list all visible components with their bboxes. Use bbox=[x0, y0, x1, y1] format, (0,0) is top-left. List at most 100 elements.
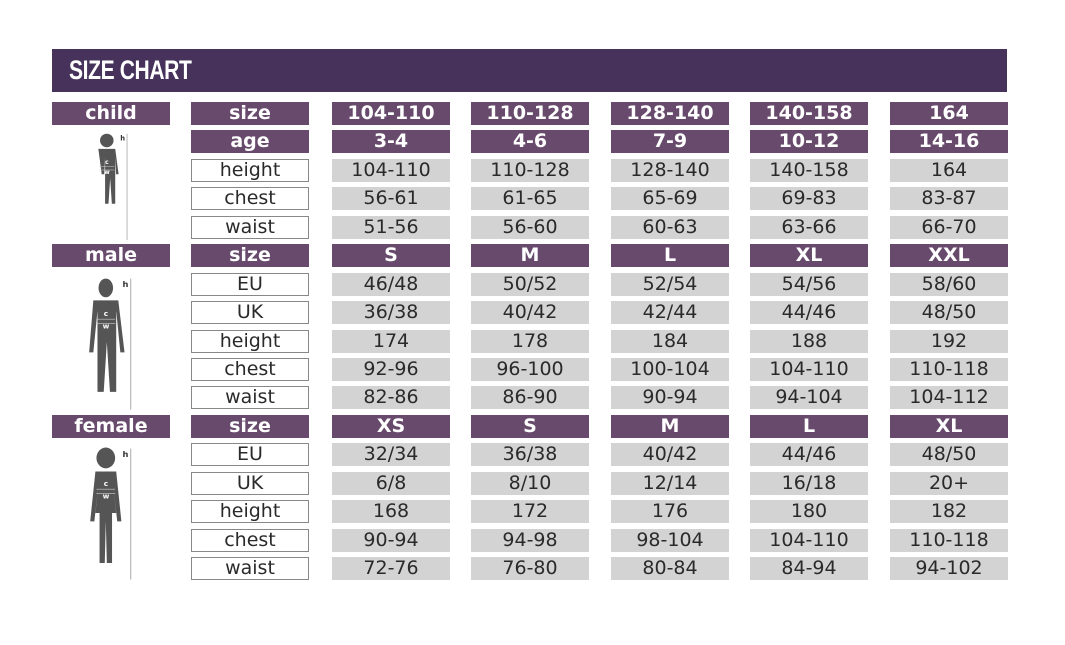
page-title: SIZE CHART bbox=[69, 55, 192, 85]
row-label-size: size bbox=[191, 244, 309, 268]
table-cell: 176 bbox=[611, 500, 729, 524]
table-cell: 140-158 bbox=[750, 102, 868, 125]
table-cell: 20+ bbox=[890, 471, 1008, 495]
row-label-eu: EU bbox=[191, 272, 309, 296]
table-cell: 8/10 bbox=[471, 471, 589, 495]
table-cell: 40/42 bbox=[471, 301, 589, 325]
table-cell: S bbox=[332, 244, 450, 268]
row-label-uk: UK bbox=[191, 471, 309, 495]
table-cell: 110-118 bbox=[890, 357, 1008, 381]
table-cell: 56-61 bbox=[332, 187, 450, 211]
table-cell: 36/38 bbox=[471, 443, 589, 467]
table-cell: XL bbox=[750, 244, 868, 268]
table-cell: 178 bbox=[471, 329, 589, 353]
section-label-female: female bbox=[52, 414, 170, 438]
table-cell: 10-12 bbox=[750, 130, 868, 154]
section-label-male: male bbox=[52, 244, 170, 268]
table-cell: L bbox=[750, 414, 868, 438]
waist-mark: w bbox=[103, 492, 110, 501]
table-cell: XS bbox=[332, 414, 450, 438]
table-cell: 52/54 bbox=[611, 272, 729, 296]
table-cell: 98-104 bbox=[611, 528, 729, 552]
table-cell: 72-76 bbox=[332, 557, 450, 581]
table-cell: S bbox=[471, 414, 589, 438]
table-cell: 46/48 bbox=[332, 272, 450, 296]
row-label-chest: chest bbox=[191, 357, 309, 381]
row-label-age: age bbox=[191, 130, 309, 154]
table-cell: 100-104 bbox=[611, 357, 729, 381]
table-cell: 92-96 bbox=[332, 357, 450, 381]
height-mark: h bbox=[122, 449, 128, 459]
table-cell: 94-104 bbox=[750, 386, 868, 410]
row-label-size: size bbox=[191, 414, 309, 438]
row-label-waist: waist bbox=[191, 215, 309, 239]
table-cell: 4-6 bbox=[471, 130, 589, 154]
row-label-waist: waist bbox=[191, 386, 309, 410]
table-cell: 104-110 bbox=[750, 357, 868, 381]
table-cell: 104-110 bbox=[332, 102, 450, 125]
male-silhouette-icon: h cw bbox=[89, 278, 132, 410]
table-cell: 110-128 bbox=[471, 102, 589, 125]
table-cell: 40/42 bbox=[611, 443, 729, 467]
table-cell: 164 bbox=[890, 158, 1008, 182]
waist-mark: w bbox=[104, 171, 110, 177]
row-label-waist: waist bbox=[191, 557, 309, 581]
table-cell: 61-65 bbox=[471, 187, 589, 211]
table-cell: XL bbox=[890, 414, 1008, 438]
table-cell: 110-118 bbox=[890, 528, 1008, 552]
row-label-height: height bbox=[191, 158, 309, 182]
table-cell: 174 bbox=[332, 329, 450, 353]
chest-mark: c bbox=[105, 161, 109, 167]
table-cell: 128-140 bbox=[611, 102, 729, 125]
row-label-size: size bbox=[191, 102, 309, 125]
table-cell: 66-70 bbox=[890, 215, 1008, 239]
table-cell: 164 bbox=[890, 102, 1008, 125]
table-cell: M bbox=[471, 244, 589, 268]
table-cell: XXL bbox=[890, 244, 1008, 268]
table-cell: 86-90 bbox=[471, 386, 589, 410]
table-cell: 56-60 bbox=[471, 215, 589, 239]
table-cell: 94-102 bbox=[890, 557, 1008, 581]
table-cell: 58/60 bbox=[890, 272, 1008, 296]
table-cell: 7-9 bbox=[611, 130, 729, 154]
table-cell: 48/50 bbox=[890, 443, 1008, 467]
table-cell: 12/14 bbox=[611, 471, 729, 495]
table-cell: 96-100 bbox=[471, 357, 589, 381]
table-cell: 104-112 bbox=[890, 386, 1008, 410]
table-cell: 128-140 bbox=[611, 158, 729, 182]
row-label-height: height bbox=[191, 500, 309, 524]
table-cell: 69-83 bbox=[750, 187, 868, 211]
table-cell: 76-80 bbox=[471, 557, 589, 581]
height-mark: h bbox=[122, 279, 128, 289]
table-cell: 80-84 bbox=[611, 557, 729, 581]
table-cell: 65-69 bbox=[611, 187, 729, 211]
table-cell: 104-110 bbox=[750, 528, 868, 552]
table-cell: 168 bbox=[332, 500, 450, 524]
table-cell: 104-110 bbox=[332, 158, 450, 182]
female-silhouette-icon: h cw bbox=[90, 447, 132, 580]
table-cell: 90-94 bbox=[332, 528, 450, 552]
table-cell: 3-4 bbox=[332, 130, 450, 154]
table-cell: 188 bbox=[750, 329, 868, 353]
table-cell: 184 bbox=[611, 329, 729, 353]
row-label-chest: chest bbox=[191, 528, 309, 552]
table-cell: 180 bbox=[750, 500, 868, 524]
table-cell: 6/8 bbox=[332, 471, 450, 495]
table-cell: 63-66 bbox=[750, 215, 868, 239]
table-cell: 51-56 bbox=[332, 215, 450, 239]
section-label-child: child bbox=[52, 102, 170, 125]
row-label-chest: chest bbox=[191, 187, 309, 211]
table-cell: 94-98 bbox=[471, 528, 589, 552]
table-cell: 192 bbox=[890, 329, 1008, 353]
table-cell: 82-86 bbox=[332, 386, 450, 410]
table-cell: M bbox=[611, 414, 729, 438]
row-label-uk: UK bbox=[191, 301, 309, 325]
table-cell: 172 bbox=[471, 500, 589, 524]
table-cell: L bbox=[611, 244, 729, 268]
table-cell: 54/56 bbox=[750, 272, 868, 296]
row-label-height: height bbox=[191, 329, 309, 353]
table-cell: 140-158 bbox=[750, 158, 868, 182]
table-cell: 42/44 bbox=[611, 301, 729, 325]
chest-mark: c bbox=[104, 479, 108, 488]
table-cell: 90-94 bbox=[611, 386, 729, 410]
